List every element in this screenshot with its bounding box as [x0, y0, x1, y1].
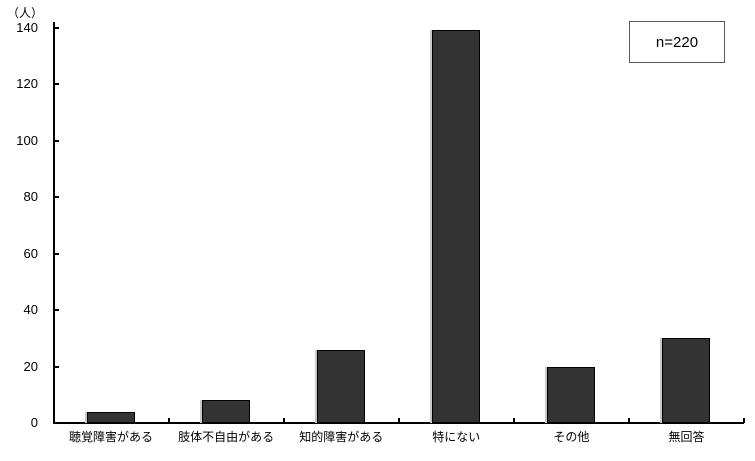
- y-tick-mark: [55, 139, 59, 142]
- x-tick-mark: [743, 418, 745, 423]
- x-category-label: 肢体不自由がある: [178, 430, 275, 444]
- y-tick-label: 60: [23, 245, 38, 261]
- x-tick-mark: [397, 418, 400, 423]
- bar-3: [317, 349, 366, 423]
- x-tick-mark: [627, 418, 630, 423]
- sample-size-box: n=220: [629, 21, 725, 63]
- sample-size-label: n=220: [655, 33, 699, 51]
- x-category-label: 聴覚障害がある: [69, 430, 154, 444]
- bar-6: [662, 338, 711, 423]
- y-axis-line: [53, 22, 55, 424]
- y-tick-label: 80: [23, 189, 38, 204]
- x-category-label: 無回答: [668, 430, 705, 444]
- y-tick-mark: [55, 83, 59, 85]
- x-tick-mark: [167, 418, 170, 423]
- y-tick-label: 140: [16, 19, 38, 35]
- y-tick-mark: [55, 26, 59, 29]
- y-tick-mark: [55, 365, 59, 368]
- y-tick-label: 40: [23, 302, 38, 317]
- y-tick-mark: [55, 422, 59, 424]
- x-axis-line: [53, 422, 744, 424]
- y-axis-unit-label: （人）: [7, 6, 44, 20]
- bar-2: [202, 400, 251, 423]
- y-tick-label: 20: [23, 358, 38, 374]
- bar-4: [432, 30, 481, 423]
- y-tick-mark: [55, 309, 59, 311]
- y-tick-mark: [55, 196, 59, 198]
- x-tick-mark: [512, 418, 515, 423]
- x-category-label: その他: [553, 430, 590, 444]
- x-tick-mark: [282, 418, 285, 423]
- y-tick-label: 120: [16, 76, 38, 91]
- bar-5: [547, 366, 596, 423]
- x-category-label: 特にない: [432, 430, 481, 444]
- bar-1: [87, 411, 136, 423]
- y-tick-label: 100: [16, 132, 38, 148]
- x-category-label: 知的障害がある: [299, 430, 384, 444]
- y-tick-label: 0: [30, 415, 38, 430]
- y-tick-mark: [55, 252, 59, 255]
